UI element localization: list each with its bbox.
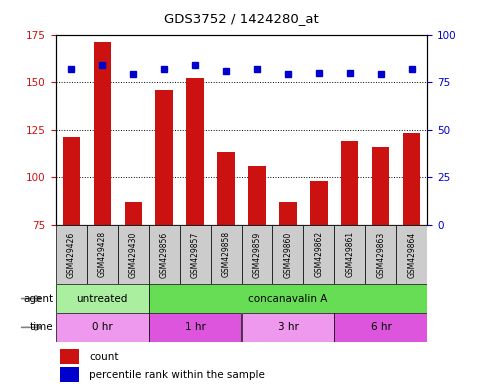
Text: concanavalin A: concanavalin A [248, 293, 327, 304]
Bar [156, 90, 172, 225]
Bar [56, 284, 149, 313]
Bar [180, 225, 211, 284]
Bar [56, 225, 86, 284]
Bar [272, 225, 303, 284]
Text: percentile rank within the sample: percentile rank within the sample [89, 370, 265, 380]
Bar [60, 349, 79, 364]
Text: GSM429858: GSM429858 [222, 231, 230, 278]
Bar [217, 152, 235, 225]
Bar [341, 141, 358, 225]
Bar [149, 225, 180, 284]
Text: GSM429428: GSM429428 [98, 231, 107, 278]
Text: GSM429856: GSM429856 [159, 231, 169, 278]
Bar [303, 225, 334, 284]
Text: GSM429861: GSM429861 [345, 231, 355, 278]
Bar [311, 181, 327, 225]
Text: GDS3752 / 1424280_at: GDS3752 / 1424280_at [164, 12, 319, 25]
Bar [62, 137, 80, 225]
Text: untreated: untreated [76, 293, 128, 304]
Bar [86, 225, 117, 284]
Bar [56, 313, 149, 342]
Bar [60, 367, 79, 382]
Text: GSM429857: GSM429857 [190, 231, 199, 278]
Bar [242, 313, 334, 342]
Text: 3 hr: 3 hr [278, 322, 298, 333]
Text: GSM429862: GSM429862 [314, 231, 324, 278]
Bar [149, 313, 242, 342]
Text: 0 hr: 0 hr [92, 322, 113, 333]
Text: GSM429864: GSM429864 [408, 231, 416, 278]
Text: agent: agent [23, 293, 53, 304]
Bar [248, 166, 266, 225]
Bar [280, 202, 297, 225]
Bar [372, 147, 389, 225]
Text: GSM429430: GSM429430 [128, 231, 138, 278]
Text: count: count [89, 351, 119, 362]
Bar [403, 133, 421, 225]
Text: 6 hr: 6 hr [370, 322, 391, 333]
Bar [125, 202, 142, 225]
Text: GSM429863: GSM429863 [376, 231, 385, 278]
Bar [94, 42, 111, 225]
Bar [186, 78, 203, 225]
Bar [242, 225, 272, 284]
Bar [334, 225, 366, 284]
Text: GSM429859: GSM429859 [253, 231, 261, 278]
Bar [149, 284, 427, 313]
Text: time: time [29, 322, 53, 333]
Bar [117, 225, 149, 284]
Bar [334, 313, 427, 342]
Bar [211, 225, 242, 284]
Bar [397, 225, 427, 284]
Text: GSM429426: GSM429426 [67, 231, 75, 278]
Text: GSM429860: GSM429860 [284, 231, 293, 278]
Text: 1 hr: 1 hr [185, 322, 205, 333]
Bar [366, 225, 397, 284]
